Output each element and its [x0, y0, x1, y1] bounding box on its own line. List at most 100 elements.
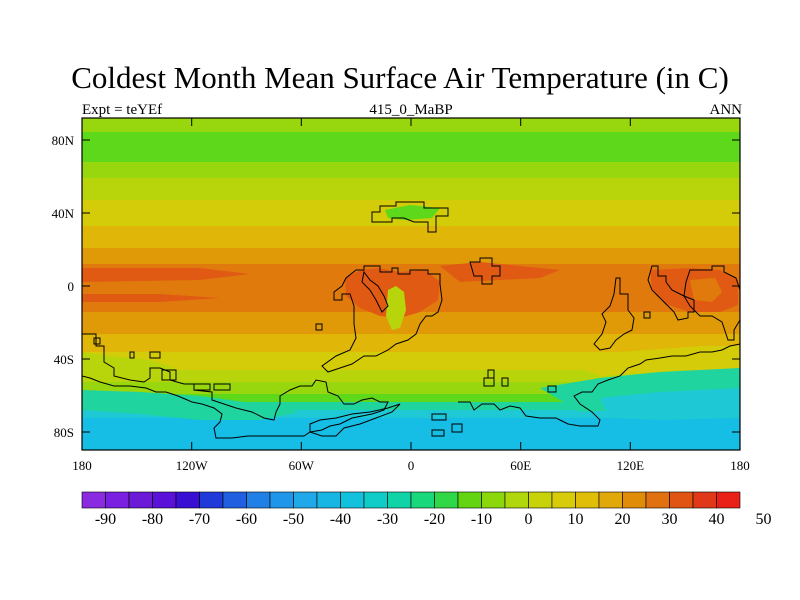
- band-tropic-south: [82, 312, 740, 334]
- colorbar-swatch: [387, 491, 412, 509]
- colorbar-swatch: [128, 491, 153, 509]
- south-warm-tongue: [82, 352, 175, 380]
- colorbar-swatch: [645, 491, 670, 509]
- colorbar-swatch: [575, 491, 600, 509]
- colorbar-swatch: [105, 491, 130, 509]
- colorbar-label: -80: [142, 511, 163, 528]
- western-coast-outline: [81, 333, 389, 439]
- colorbar-swatch: [528, 491, 553, 509]
- band-south-cold: [82, 402, 740, 410]
- colorbar-swatch: [410, 491, 435, 509]
- colorbar-label: -30: [377, 511, 398, 528]
- colorbar-swatch: [269, 491, 294, 509]
- lon-label-120W: 120W: [176, 458, 209, 473]
- lat-label-40S: 40S: [54, 352, 74, 367]
- colorbar-swatch: [222, 491, 247, 509]
- band-south-cool: [82, 394, 740, 402]
- colorbar-label: 40: [709, 511, 725, 528]
- band-arctic: [82, 132, 740, 162]
- age-label: 415_0_MaBP: [369, 102, 453, 118]
- colorbar-label: -50: [283, 511, 304, 528]
- colorbar-label: 10: [568, 511, 584, 528]
- lon-label-120E: 120E: [617, 458, 645, 473]
- chart-title: Coldest Month Mean Surface Air Temperatu…: [71, 60, 729, 95]
- west-tropic-streak: [82, 294, 220, 302]
- colorbar-swatch: [622, 491, 647, 509]
- colorbar-swatch: [316, 491, 341, 509]
- colorbar-swatch: [692, 491, 717, 509]
- east-tropic-core: [690, 278, 722, 302]
- lon-ticks: [81, 118, 741, 450]
- band-north-hot: [82, 226, 740, 248]
- lat-ticks: [82, 139, 740, 433]
- lon-label-60W: 60W: [289, 458, 315, 473]
- north-landmass-outline: [371, 201, 449, 233]
- experiment-label: Expt = teYEf: [82, 102, 163, 118]
- colorbar-swatch: [598, 491, 623, 509]
- temperature-field: [82, 118, 740, 450]
- colorbar-label: 50: [756, 511, 772, 528]
- small-island-east-outline: [643, 311, 651, 319]
- band-subarctic: [82, 162, 740, 178]
- colorbar-swatch: [340, 491, 365, 509]
- colorbar-label: -40: [330, 511, 351, 528]
- lat-label-40N: 40N: [52, 206, 75, 221]
- west-tropic-hot: [82, 268, 250, 282]
- lat-label-80S: 80S: [54, 425, 74, 440]
- colorbar-label: 20: [615, 511, 631, 528]
- colorbar-label: 0: [525, 511, 533, 528]
- small-islands-north-outline: [469, 257, 501, 285]
- coastal-inlet-outline: [361, 270, 389, 313]
- south-polar-east: [600, 388, 740, 420]
- band-north-mid: [82, 178, 740, 200]
- lat-label-80N: 80N: [52, 133, 75, 148]
- lat-labels: 80N 40N 0 40S 80S: [52, 133, 75, 440]
- band-south-mild: [82, 370, 740, 382]
- colorbar-swatch: [246, 491, 271, 509]
- colorbar-swatch: [175, 491, 200, 509]
- season-label: ANN: [709, 102, 743, 118]
- colorbar-swatch: [363, 491, 388, 509]
- lat-label-0: 0: [68, 279, 75, 294]
- east-landmass-outline: [647, 265, 695, 321]
- colorbar-swatch: [434, 491, 459, 509]
- south-small-island-outline: [487, 369, 495, 379]
- colorbar-label: -20: [424, 511, 445, 528]
- band-south-polar: [82, 410, 740, 418]
- colorbar-swatch: [669, 491, 694, 509]
- colorbar-swatch: [716, 491, 741, 509]
- band-tropic-north: [82, 248, 740, 264]
- far-east-landmass-outline: [683, 265, 741, 341]
- colorbar-label: -90: [95, 511, 116, 528]
- continent-interior: [386, 286, 406, 330]
- colorbar-swatch: [293, 491, 318, 509]
- peninsula-outline: [593, 277, 635, 351]
- colorbar-label: -10: [471, 511, 492, 528]
- small-island-west-outline: [315, 323, 323, 331]
- colorbar-swatch: [504, 491, 529, 509]
- colorbar-labels: -90 -80 -70 -60 -50 -40 -30 -20 -10 0 10 20 30 40 50: [95, 511, 772, 528]
- colorbar: [81, 491, 741, 509]
- colorbar-label: -70: [189, 511, 210, 528]
- colorbar-swatch: [481, 491, 506, 509]
- southern-landmass-outline: [458, 343, 741, 427]
- band-south-hot: [82, 334, 740, 352]
- lon-label-180W: 180: [72, 458, 92, 473]
- south-cold-region: [82, 390, 300, 420]
- colorbar-swatch: [199, 491, 224, 509]
- central-landmass-outline: [321, 265, 443, 373]
- lon-label-180E: 180: [730, 458, 750, 473]
- lon-label-0: 0: [408, 458, 415, 473]
- colorbar-swatch: [81, 491, 106, 509]
- colorbar-swatch: [551, 491, 576, 509]
- colorbar-label: -60: [236, 511, 257, 528]
- west-islands-outline: [93, 337, 231, 391]
- coastlines: [81, 201, 741, 439]
- north-cool-patch: [385, 205, 440, 220]
- antarctic-coast-outline: [309, 403, 463, 437]
- lon-label-60E: 60E: [510, 458, 531, 473]
- colorbar-swatch: [152, 491, 177, 509]
- lon-labels: 180 120W 60W 0 60E 120E 180: [72, 458, 750, 473]
- colorbar-label: 30: [662, 511, 678, 528]
